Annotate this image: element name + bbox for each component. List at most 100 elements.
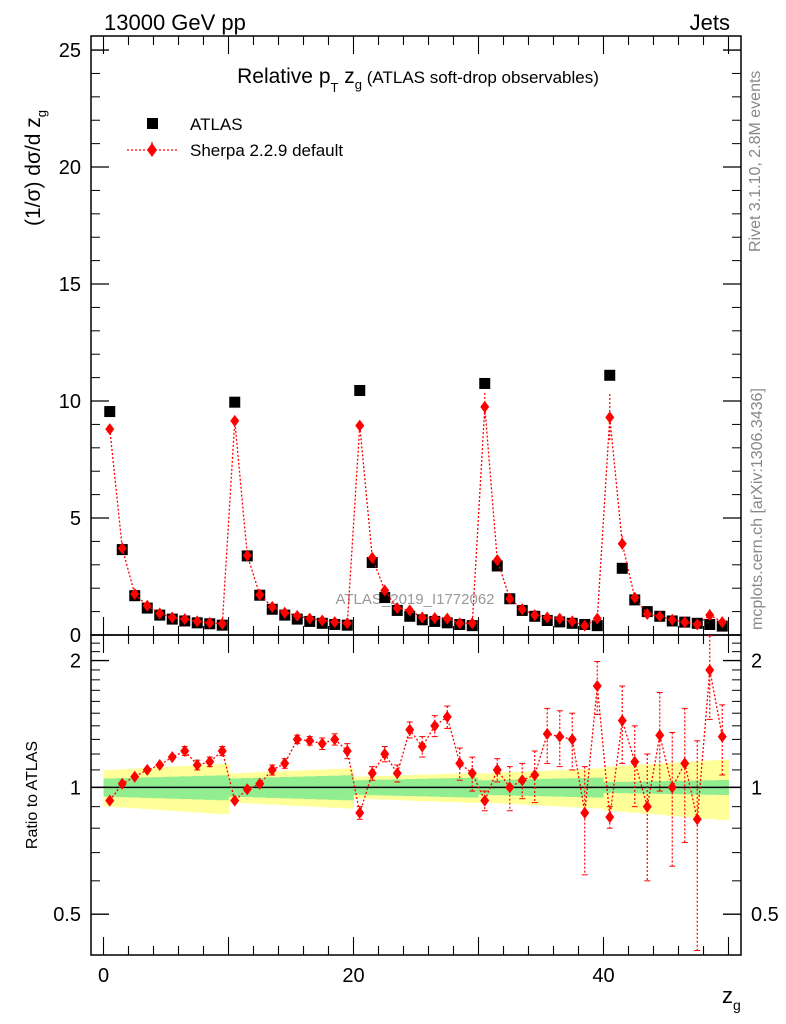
ratio-data-point (292, 733, 302, 746)
ratio-y-axis-label: Ratio to ATLAS (24, 741, 41, 849)
atlas-data-point (379, 592, 391, 604)
x-tick-label: 0 (98, 965, 109, 987)
sherpa-data-point (655, 610, 665, 623)
sherpa-data-point (430, 612, 440, 625)
analysis-watermark: ATLAS_2019_I1772062 (335, 591, 494, 608)
ratio-line (109, 669, 723, 820)
ratio-data-point (330, 733, 340, 746)
legend-atlas-label: ATLAS (190, 115, 243, 134)
sherpa-data-point (367, 551, 377, 564)
ratio-data-point (142, 763, 152, 776)
sherpa-data-point (717, 616, 727, 629)
ratio-data-point (655, 729, 665, 742)
ratio-data-point (317, 737, 327, 750)
atlas-data-point (229, 396, 241, 408)
sherpa-data-point (192, 615, 202, 628)
sherpa-data-point (305, 612, 315, 625)
sherpa-data-point (142, 599, 152, 612)
ratio-data-point (405, 723, 415, 736)
sherpa-data-point (355, 419, 365, 432)
header-energy-label: 13000 GeV pp (104, 10, 246, 35)
ratio-data-point (205, 755, 215, 768)
sherpa-data-point (667, 613, 677, 626)
legend-sherpa-label: Sherpa 2.2.9 default (190, 141, 343, 160)
atlas-data-point (704, 618, 716, 630)
sherpa-data-point (542, 611, 552, 624)
ratio-data-point (680, 757, 690, 770)
ratio-data-point (430, 719, 440, 732)
ratio-data-point (542, 727, 552, 740)
sherpa-data-point (480, 400, 490, 413)
ratio-data-point (342, 744, 352, 757)
legend: ATLAS Sherpa 2.2.9 default (127, 115, 343, 160)
atlas-data-point (616, 562, 628, 574)
sherpa-data-point (605, 411, 615, 424)
sherpa-data-point (517, 603, 527, 616)
ratio-data-point (692, 813, 702, 826)
sherpa-data-point (167, 611, 177, 624)
ratio-bands (91, 759, 741, 820)
ratio-data-point (367, 767, 377, 780)
ratio-data-point (617, 714, 627, 727)
sherpa-data-point (242, 549, 252, 562)
ratio-data-point (305, 734, 315, 747)
sherpa-data-point (217, 617, 227, 630)
sherpa-data-point (617, 537, 627, 550)
ratio-y-tick-label-right: 0.5 (751, 904, 779, 926)
sherpa-data-point (442, 612, 452, 625)
sherpa-data-point (592, 612, 602, 625)
sherpa-data-point (405, 604, 415, 617)
ratio-data-point (642, 800, 652, 813)
sherpa-data-point (642, 607, 652, 620)
sherpa-data-point (292, 609, 302, 622)
plot-title: Relative pT zg (ATLAS soft-drop observab… (237, 65, 599, 95)
rivet-version-label: Rivet 3.1.10, 2.8M events (747, 71, 764, 252)
ratio-data-point (555, 730, 565, 743)
ratio-y-tick-label-right: 2 (751, 651, 762, 673)
ratio-data-point (467, 767, 477, 780)
atlas-data-point (604, 369, 616, 381)
atlas-data-point (104, 406, 116, 418)
sherpa-data-point (267, 600, 277, 613)
main-plot-frame (90, 35, 742, 636)
ratio-data-point (567, 733, 577, 746)
sherpa-data-point (555, 612, 565, 625)
ratio-data-point (717, 730, 727, 743)
ratio-data-point (580, 806, 590, 819)
legend-sherpa-marker (147, 143, 157, 157)
sherpa-data-point (330, 616, 340, 629)
ratio-data-point (505, 781, 515, 794)
ratio-data-point (230, 794, 240, 807)
ratio-data-point (255, 777, 265, 790)
ratio-data-point (530, 768, 540, 781)
ratio-data-point (667, 781, 677, 794)
atlas-data-point (479, 377, 491, 389)
ratio-data-point (167, 751, 177, 764)
sherpa-data-point (467, 617, 477, 630)
sherpa-data-point (492, 554, 502, 567)
main-y-axis-label: (1/σ) dσ/d zg (22, 110, 49, 226)
sherpa-data-point (155, 607, 165, 620)
sherpa-data-point (117, 542, 127, 555)
sherpa-data-point (392, 602, 402, 615)
x-tick-label: 40 (592, 965, 614, 987)
main-y-tick-label: 20 (59, 157, 81, 179)
ratio-data-point (117, 777, 127, 790)
mcplots-label: mcplots.cern.ch [arXiv:1306.3436] (749, 388, 766, 630)
sherpa-data-point (105, 423, 115, 436)
sherpa-data-point (630, 591, 640, 604)
main-y-tick-label: 15 (59, 274, 81, 296)
main-y-tick-label: 10 (59, 391, 81, 413)
ratio-data-point (355, 806, 365, 819)
ratio-data-point (517, 774, 527, 787)
ratio-data-point (105, 794, 115, 807)
ratio-data-point (192, 759, 202, 772)
ratio-data-point (455, 757, 465, 770)
ratio-data-point (217, 744, 227, 757)
ratio-y-tick-label-right: 1 (751, 777, 762, 799)
ratio-data-point (280, 757, 290, 770)
sherpa-data-point (455, 617, 465, 630)
ratio-data-point (605, 811, 615, 824)
sherpa-data-point (130, 588, 140, 601)
sherpa-data-point (380, 584, 390, 597)
